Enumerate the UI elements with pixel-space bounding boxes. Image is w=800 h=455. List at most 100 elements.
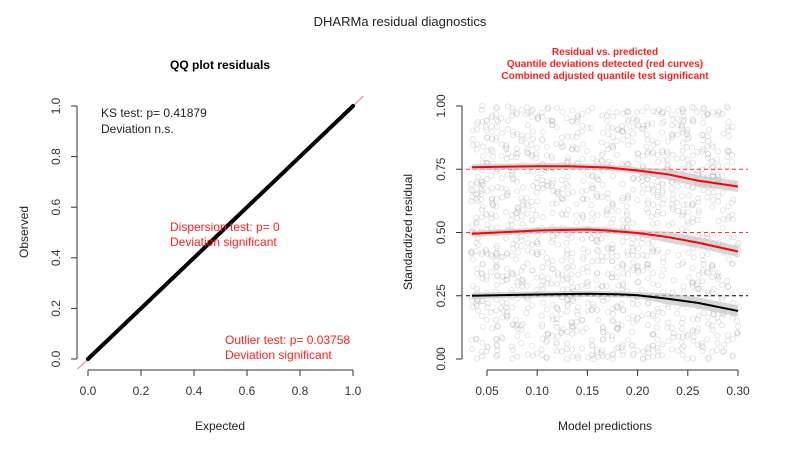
residual-point: [494, 243, 500, 249]
residual-point: [689, 218, 696, 225]
residual-point: [659, 180, 666, 187]
residual-point: [579, 214, 586, 221]
residual-point: [503, 251, 510, 258]
residual-point: [634, 347, 641, 354]
residual-point: [709, 261, 716, 268]
residual-point: [483, 176, 490, 183]
residual-point: [544, 143, 551, 150]
residual-point: [715, 198, 722, 205]
qq-panel: QQ plot residuals 0.0 0.2 0.4 0.6 0.8 1.00.00…: [17, 58, 364, 433]
residual-point: [624, 194, 631, 200]
residual-point: [735, 323, 742, 330]
residual-point: [689, 328, 696, 335]
residual-point: [503, 235, 510, 242]
residual-point: [484, 188, 491, 194]
residual-point: [709, 263, 716, 270]
residual-point: [654, 209, 661, 215]
residual-point: [479, 178, 486, 185]
residual-point: [514, 249, 521, 256]
residual-point: [473, 126, 480, 133]
residual-point: [554, 270, 561, 277]
residual-point: [680, 258, 687, 265]
residual-point: [680, 202, 687, 209]
residual-point: [539, 185, 546, 192]
residual-point: [529, 249, 536, 256]
residual-point: [564, 251, 571, 257]
residual-point: [588, 342, 595, 349]
residual-point: [644, 136, 651, 143]
residual-point: [704, 336, 711, 343]
residual-point: [720, 207, 726, 214]
residual-point: [553, 341, 560, 348]
residual-point: [649, 181, 656, 188]
residual-point: [569, 117, 576, 124]
residual-point: [489, 325, 495, 332]
residual-point: [609, 355, 616, 362]
residual-point: [533, 154, 540, 161]
residual-point: [478, 178, 485, 185]
residual-point: [498, 153, 505, 160]
residual-point: [674, 262, 681, 269]
residual-point: [625, 192, 632, 199]
residual-point: [549, 233, 556, 240]
residual-point: [628, 240, 635, 247]
residual-point: [659, 111, 666, 118]
residual-point: [674, 131, 681, 138]
residual-point: [494, 352, 501, 358]
residual-point: [545, 330, 551, 337]
residual-point: [630, 264, 637, 271]
residual-point: [569, 250, 576, 256]
residual-point: [590, 155, 597, 162]
residual-point: [529, 151, 535, 158]
residual-point: [519, 198, 526, 205]
residual-point: [559, 186, 566, 192]
residual-point: [529, 106, 536, 113]
residual-point: [545, 182, 552, 189]
quantile-band-0.25: [471, 290, 738, 317]
residual-point: [553, 320, 560, 327]
residual-point: [493, 104, 500, 111]
residual-point: [689, 200, 696, 207]
residual-point: [584, 300, 591, 307]
residual-point: [473, 146, 480, 153]
residual-point: [649, 189, 656, 196]
residual-point: [634, 279, 641, 286]
residual-point: [554, 333, 561, 340]
residual-point: [498, 333, 505, 340]
residual-point: [493, 195, 500, 202]
residual-point: [594, 246, 601, 253]
residual-point: [533, 180, 540, 187]
residual-point: [483, 246, 489, 253]
residual-point: [484, 221, 491, 228]
residual-point: [510, 131, 516, 138]
residual-point: [584, 264, 591, 271]
residual-point: [684, 131, 690, 138]
residual-point: [493, 245, 500, 252]
residual-point: [574, 308, 581, 315]
residual-point: [509, 355, 516, 362]
residual-point: [493, 111, 500, 118]
residual-point: [699, 148, 706, 155]
residual-point: [709, 263, 715, 270]
residual-point: [605, 158, 612, 165]
residual-point: [714, 340, 721, 347]
residual-point: [474, 119, 481, 126]
residual-point: [499, 253, 506, 260]
residual-point: [628, 329, 635, 336]
residual-point: [729, 260, 736, 267]
residual-point: [504, 265, 510, 272]
residual-point: [609, 318, 616, 325]
residual-point: [734, 329, 741, 336]
residual-point: [679, 261, 686, 268]
residual-point: [544, 106, 551, 112]
residual-point: [473, 220, 480, 227]
residual-point: [504, 192, 511, 199]
residual-point: [583, 325, 590, 332]
residual-point: [655, 159, 662, 165]
residual-point: [580, 177, 587, 184]
residual-point: [694, 316, 701, 323]
residual-point: [503, 277, 510, 283]
residual-point: [594, 286, 601, 292]
residual-point: [600, 297, 607, 304]
residual-point: [494, 183, 501, 190]
